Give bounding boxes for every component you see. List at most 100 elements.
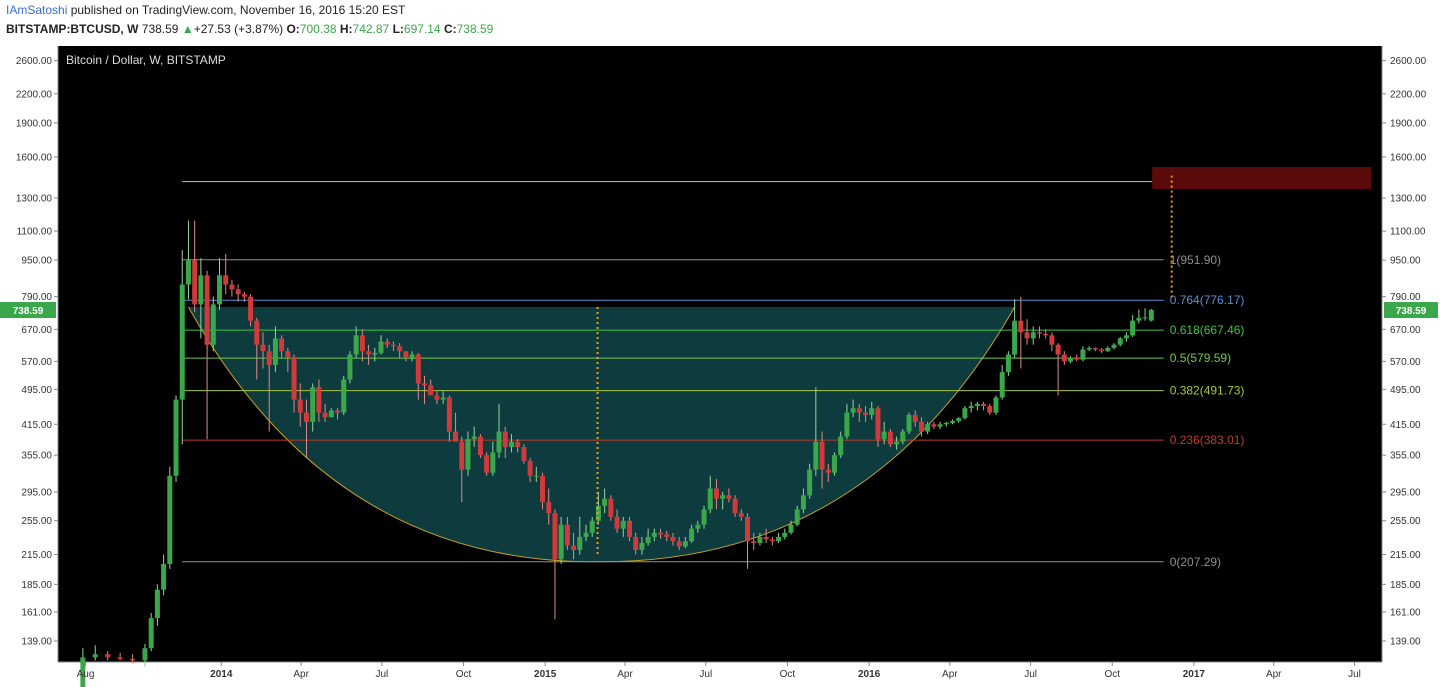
candle-body: [695, 524, 701, 529]
candle-body: [341, 379, 347, 413]
x-tick-label: Jul: [1348, 669, 1361, 680]
x-tick-label: 2016: [858, 669, 881, 680]
candle-body: [328, 410, 334, 418]
candle-body: [732, 498, 738, 514]
candle-body: [726, 495, 732, 499]
candle-body: [863, 412, 869, 415]
candle-body: [844, 412, 850, 437]
candle-body: [459, 441, 465, 470]
candle-body: [614, 516, 620, 529]
candle-body: [353, 335, 359, 355]
candle-body: [105, 654, 111, 658]
x-tick-label: Aug: [77, 669, 95, 680]
x-tick-label: Oct: [780, 669, 796, 680]
candle-body: [602, 498, 608, 506]
candle-body: [999, 372, 1005, 398]
y-tick-label-left: 1100.00: [17, 227, 53, 238]
candle-body: [515, 441, 521, 447]
y-tick-label-right: 1300.00: [1390, 194, 1427, 205]
candle-body: [1036, 332, 1042, 334]
fib-label: 1(951.90): [1170, 253, 1221, 267]
candle-body: [838, 436, 844, 456]
candle-body: [981, 403, 987, 407]
candle-body: [527, 460, 533, 476]
y-tick-label-left: 495.00: [21, 385, 52, 396]
candle-body: [477, 436, 483, 456]
candle-body: [266, 351, 272, 365]
candle-body: [670, 536, 676, 542]
cup-fill: [188, 306, 1015, 562]
open-label: O:: [286, 22, 300, 36]
fib-label: 0.618(667.46): [1170, 323, 1245, 337]
candle-body: [751, 541, 757, 543]
candle-body: [254, 320, 260, 345]
symbol-label: BITSTAMP:BTCUSD, W: [6, 22, 139, 36]
publish-text: published on TradingView.com, November 1…: [70, 3, 406, 17]
candle-body: [552, 513, 558, 560]
candle-body: [925, 424, 931, 432]
candle-body: [142, 648, 148, 661]
candle-body: [185, 260, 191, 285]
candle-body: [546, 502, 552, 514]
candle-body: [1099, 349, 1105, 352]
x-tick-label: Jul: [699, 669, 712, 680]
candle-body: [453, 431, 459, 442]
y-tick-label-left: 790.00: [21, 292, 52, 303]
fib-label: 0.5(579.59): [1170, 351, 1231, 365]
candle-body: [813, 441, 819, 470]
close-value: 738.59: [456, 22, 494, 36]
candle-body: [776, 536, 782, 542]
candle-body: [645, 536, 651, 543]
candle-body: [745, 516, 751, 542]
y-tick-label-right: 1600.00: [1390, 152, 1427, 163]
candle-body: [658, 532, 664, 535]
author-link[interactable]: IAmSatoshi: [6, 3, 68, 17]
candle-body: [887, 431, 893, 445]
x-tick-label: Jul: [1024, 669, 1037, 680]
candle-body: [1111, 344, 1117, 348]
candle-body: [738, 513, 744, 517]
candle-body: [446, 397, 452, 432]
publish-info: IAmSatoshi published on TradingView.com,…: [6, 3, 405, 17]
candle-body: [496, 431, 502, 453]
candle-body: [533, 475, 539, 477]
candle-body: [918, 421, 924, 432]
target-box: [1152, 167, 1372, 190]
y-tick-label-left: 255.00: [21, 516, 52, 527]
candle-body: [322, 412, 328, 418]
y-tick-label-left: 415.00: [21, 420, 52, 431]
fib-label: 0(207.29): [1170, 555, 1221, 569]
x-tick-label: Jul: [376, 669, 389, 680]
candle-body: [198, 275, 204, 305]
candle-body: [968, 406, 974, 409]
candle-body: [241, 294, 247, 297]
candle-body: [1080, 349, 1086, 360]
candle-body: [782, 532, 788, 537]
candle-body: [993, 397, 999, 413]
candle-body: [409, 354, 415, 358]
candle-body: [1068, 357, 1074, 362]
candle-body: [372, 352, 378, 355]
y-tick-label-right: 1900.00: [1390, 118, 1427, 129]
candle-body: [794, 509, 800, 525]
candle-body: [297, 399, 303, 413]
candle-body: [869, 408, 875, 415]
candle-body: [291, 357, 297, 400]
x-tick-label: Oct: [1104, 669, 1120, 680]
y-tick-label-left: 1600.00: [16, 152, 53, 163]
candle-body: [415, 354, 421, 384]
y-tick-label-right: 570.00: [1390, 357, 1421, 368]
candle-body: [421, 383, 427, 386]
candle-body: [390, 344, 396, 347]
candle-body: [428, 385, 434, 396]
annotation-layer: [596, 167, 1372, 556]
y-tick-label-right: 215.00: [1390, 550, 1421, 561]
candle-body: [831, 455, 837, 473]
candle-body: [900, 431, 906, 442]
candle-body: [167, 475, 173, 564]
candle-body: [130, 658, 136, 661]
candle-body: [1148, 310, 1154, 321]
x-tick-label: 2017: [1183, 669, 1206, 680]
candle-body: [707, 488, 713, 510]
